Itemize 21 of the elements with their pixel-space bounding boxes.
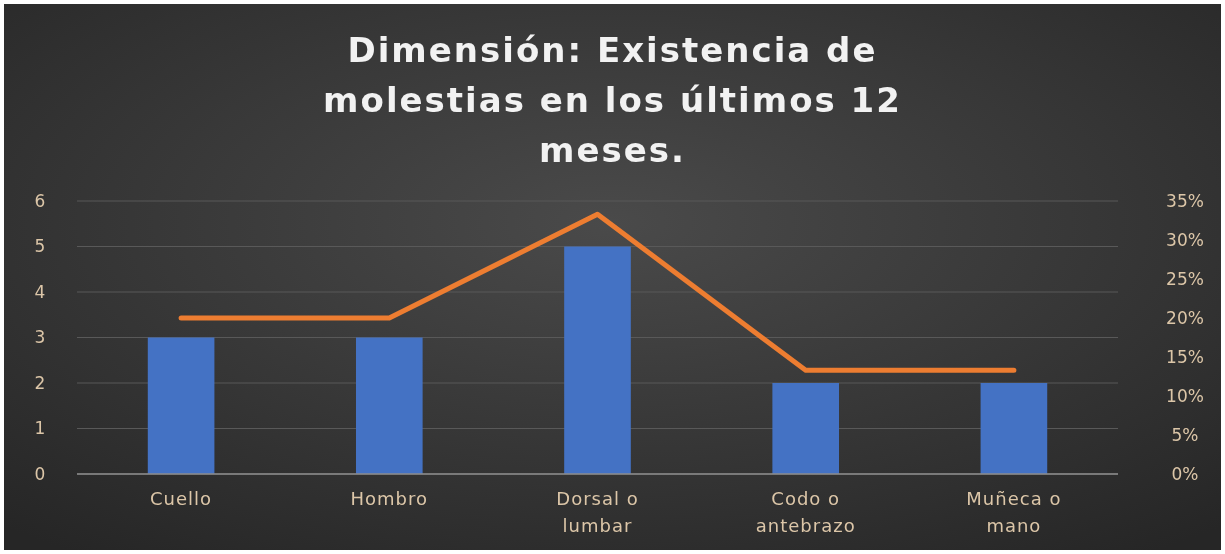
y-tick-label: 2	[34, 372, 46, 393]
x-tick-label: Codo o antebrazo	[755, 488, 856, 536]
x-tick-label: Cuello	[150, 488, 213, 509]
y-tick-label: 4	[34, 281, 46, 302]
y2-tick-label: 25%	[1166, 268, 1204, 289]
x-tick-label: Muñeca o mano	[966, 488, 1062, 536]
y-tick-label: 3	[34, 327, 46, 348]
y2-tick-label: 35%	[1166, 190, 1204, 211]
chart-title: Dimensión: Existencia de molestias en los últimos 12 meses.	[323, 30, 902, 170]
y2-tick-label: 20%	[1166, 307, 1204, 328]
y-tick-label: 5	[34, 236, 46, 257]
y2-tick-label: 5%	[1171, 424, 1199, 445]
y2-tick-label: 10%	[1166, 385, 1204, 406]
y-tick-label: 6	[34, 190, 46, 211]
y-tick-label: 0	[34, 463, 46, 484]
y2-tick-label: 30%	[1166, 229, 1204, 250]
y2-tick-label: 0%	[1171, 463, 1199, 484]
y2-tick-label: 15%	[1166, 346, 1204, 367]
y-tick-label: 1	[34, 418, 46, 439]
x-tick-label: Dorsal o lumbar	[556, 488, 639, 536]
x-tick-label: Hombro	[350, 488, 429, 509]
